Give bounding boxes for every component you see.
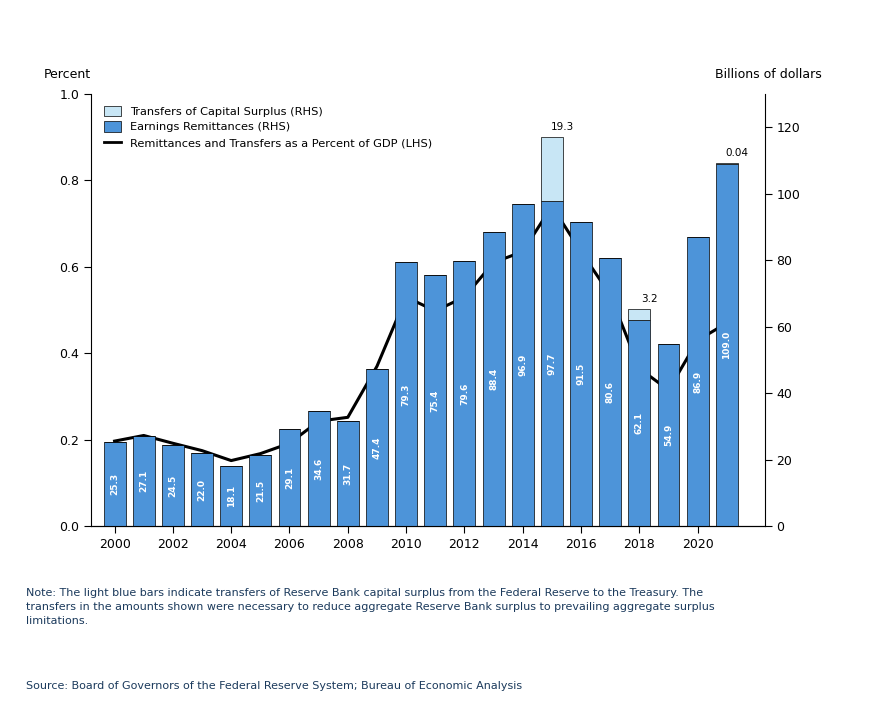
Bar bbox=[162, 445, 184, 526]
Text: 54.9: 54.9 bbox=[664, 424, 673, 446]
Text: 80.6: 80.6 bbox=[606, 381, 614, 403]
Text: Figure 2. Earnings Remittances and Transfers to the U.S. Treasury: Figure 2. Earnings Remittances and Trans… bbox=[11, 30, 659, 46]
Text: 27.1: 27.1 bbox=[139, 470, 149, 492]
Legend: Transfers of Capital Surplus (RHS), Earnings Remittances (RHS), Remittances and : Transfers of Capital Surplus (RHS), Earn… bbox=[103, 106, 432, 148]
Text: 91.5: 91.5 bbox=[576, 363, 586, 385]
Bar bbox=[133, 436, 155, 526]
Bar bbox=[541, 201, 563, 526]
Text: 34.6: 34.6 bbox=[315, 458, 323, 480]
Text: 86.9: 86.9 bbox=[693, 371, 702, 393]
Text: 24.5: 24.5 bbox=[169, 474, 177, 497]
Text: 88.4: 88.4 bbox=[489, 368, 498, 390]
Bar bbox=[191, 453, 213, 526]
Text: 3.2: 3.2 bbox=[641, 294, 658, 304]
Bar bbox=[366, 368, 388, 526]
Bar bbox=[308, 411, 329, 526]
Bar bbox=[628, 309, 650, 319]
Text: 18.1: 18.1 bbox=[227, 485, 235, 508]
Text: 75.4: 75.4 bbox=[431, 389, 440, 412]
Text: 19.3: 19.3 bbox=[550, 122, 574, 132]
Text: 79.6: 79.6 bbox=[460, 383, 469, 405]
Bar bbox=[482, 232, 505, 526]
Text: 96.9: 96.9 bbox=[518, 354, 527, 376]
Text: Source: Board of Governors of the Federal Reserve System; Bureau of Economic Ana: Source: Board of Governors of the Federa… bbox=[26, 681, 522, 691]
Text: 31.7: 31.7 bbox=[343, 462, 352, 485]
Text: 25.3: 25.3 bbox=[110, 473, 119, 495]
Text: 0.04: 0.04 bbox=[726, 149, 748, 159]
Text: 97.7: 97.7 bbox=[547, 353, 556, 375]
Bar bbox=[279, 430, 301, 526]
Text: 62.1: 62.1 bbox=[635, 412, 644, 434]
Bar bbox=[395, 262, 417, 526]
Bar bbox=[220, 466, 242, 526]
Text: 22.0: 22.0 bbox=[197, 479, 207, 500]
Bar bbox=[658, 344, 680, 526]
Text: 21.5: 21.5 bbox=[255, 479, 265, 502]
Bar bbox=[424, 275, 446, 526]
Bar bbox=[512, 204, 534, 526]
Bar bbox=[541, 137, 563, 201]
Text: Billions of dollars: Billions of dollars bbox=[715, 68, 822, 81]
Text: 29.1: 29.1 bbox=[285, 466, 294, 489]
Text: 47.4: 47.4 bbox=[373, 436, 381, 459]
Bar bbox=[454, 262, 475, 526]
Bar bbox=[570, 222, 592, 526]
Bar bbox=[716, 164, 738, 526]
Text: 109.0: 109.0 bbox=[722, 331, 732, 359]
Text: Note: The light blue bars indicate transfers of Reserve Bank capital surplus fro: Note: The light blue bars indicate trans… bbox=[26, 588, 714, 626]
Bar bbox=[249, 455, 271, 526]
Bar bbox=[628, 319, 650, 526]
Text: Percent: Percent bbox=[44, 68, 91, 81]
Bar bbox=[103, 442, 125, 526]
Bar bbox=[600, 258, 621, 526]
Bar bbox=[337, 421, 359, 526]
Bar bbox=[687, 237, 708, 526]
Text: 79.3: 79.3 bbox=[401, 383, 411, 406]
